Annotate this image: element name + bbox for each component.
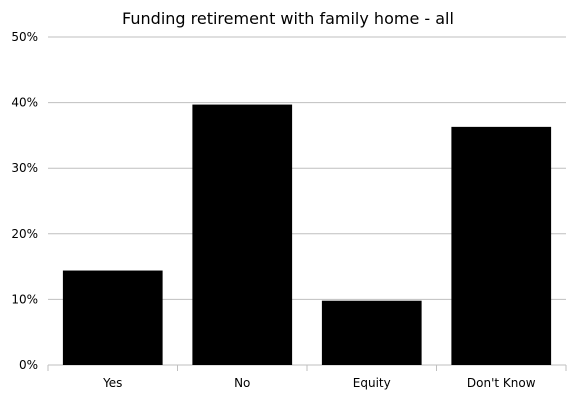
x-tick-label: Don't Know — [467, 376, 536, 390]
x-tick-label: Equity — [353, 376, 391, 390]
bar-no — [192, 104, 293, 366]
bar-equity — [321, 300, 422, 365]
x-axis: Yes No Equity Don't Know — [47, 365, 567, 390]
x-tick-label: No — [234, 376, 250, 390]
y-tick-label: 0% — [19, 358, 38, 372]
y-tick-label: 30% — [11, 161, 38, 175]
y-tick-label: 20% — [11, 227, 38, 241]
bars — [62, 104, 552, 366]
y-tick-label: 40% — [11, 96, 38, 110]
bar-yes — [62, 270, 163, 365]
y-tick-label: 50% — [11, 30, 38, 44]
chart-title: Funding retirement with family home - al… — [122, 9, 454, 28]
x-tick-label: Yes — [102, 376, 122, 390]
y-tick-label: 10% — [11, 292, 38, 306]
bar-don-t-know — [451, 126, 552, 365]
y-axis-ticks: 0% 10% 20% 30% 40% 50% — [11, 30, 38, 372]
